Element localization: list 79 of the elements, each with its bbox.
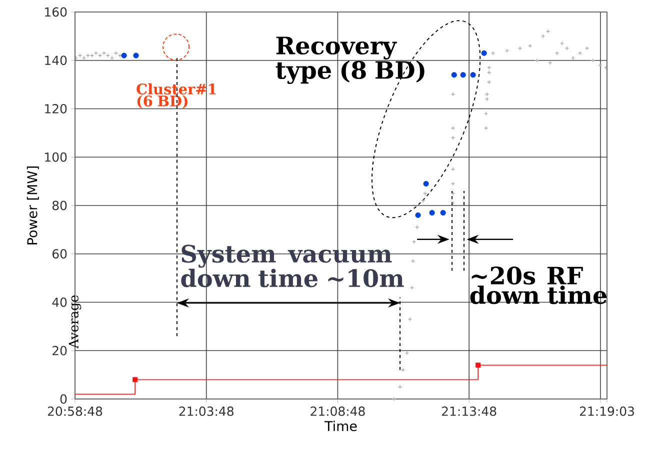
point (486, 70, 492, 75)
point (74, 56, 78, 60)
y-tick-label: 60 (52, 249, 67, 259)
x-tick-label: 21:08:48 (310, 406, 365, 416)
point (422, 191, 428, 196)
point (460, 72, 466, 78)
point (504, 48, 510, 53)
point (102, 50, 106, 56)
point (584, 46, 590, 50)
point (86, 53, 90, 58)
point (132, 377, 138, 382)
y-tick-label: 160 (45, 7, 67, 17)
point (408, 317, 412, 322)
point (546, 29, 550, 34)
point (476, 362, 481, 368)
point (90, 53, 94, 58)
point (534, 58, 540, 63)
annotation: Average (68, 295, 82, 349)
point (484, 92, 490, 96)
point (450, 191, 456, 196)
y-tick-label: 0 (60, 394, 67, 404)
point (540, 34, 546, 38)
point (423, 180, 429, 187)
y-tick-label: 140 (45, 56, 67, 66)
point (451, 72, 457, 78)
x-tick-label: 21:03:48 (179, 406, 234, 416)
point (414, 225, 420, 230)
point (484, 96, 490, 102)
point (578, 50, 582, 56)
x-axis-title: Time (324, 420, 357, 432)
point (392, 396, 396, 402)
point (429, 210, 435, 216)
point (415, 212, 421, 218)
point (98, 53, 102, 58)
point (570, 56, 576, 60)
point (470, 72, 476, 78)
point (450, 200, 456, 206)
y-tick-label: 20 (52, 346, 67, 356)
point (564, 46, 570, 50)
point (121, 52, 127, 58)
point (560, 41, 564, 46)
x-tick-label: 20:58:48 (48, 406, 102, 416)
point (110, 56, 114, 60)
point (410, 286, 414, 290)
point (484, 111, 488, 116)
point (481, 50, 487, 56)
point (114, 50, 118, 56)
point (604, 65, 608, 70)
y-axis-title: Power [MW] (26, 166, 39, 244)
point (106, 53, 110, 58)
x-tick-label: 21:13:48 (442, 406, 496, 416)
point (412, 240, 416, 244)
point (450, 136, 456, 140)
point (518, 46, 522, 50)
point (598, 63, 602, 68)
point (410, 258, 416, 264)
point (398, 384, 402, 390)
point (490, 50, 496, 56)
point (400, 368, 406, 372)
point (484, 126, 488, 130)
point (94, 50, 98, 56)
point (450, 182, 456, 186)
point (450, 92, 456, 96)
point (450, 167, 456, 172)
point (440, 210, 446, 216)
point (554, 50, 560, 56)
point (404, 350, 410, 356)
y-tick-label: 120 (45, 104, 67, 114)
x-tick-label: 21:19:03 (580, 406, 634, 416)
point (82, 56, 86, 60)
y-tick-label: 100 (45, 152, 67, 162)
y-tick-label: 40 (52, 298, 67, 307)
point (590, 58, 596, 63)
point (133, 52, 139, 58)
point (78, 53, 82, 58)
y-tick-label: 80 (52, 200, 67, 210)
point (450, 126, 456, 130)
point (528, 44, 532, 48)
point (420, 198, 426, 203)
